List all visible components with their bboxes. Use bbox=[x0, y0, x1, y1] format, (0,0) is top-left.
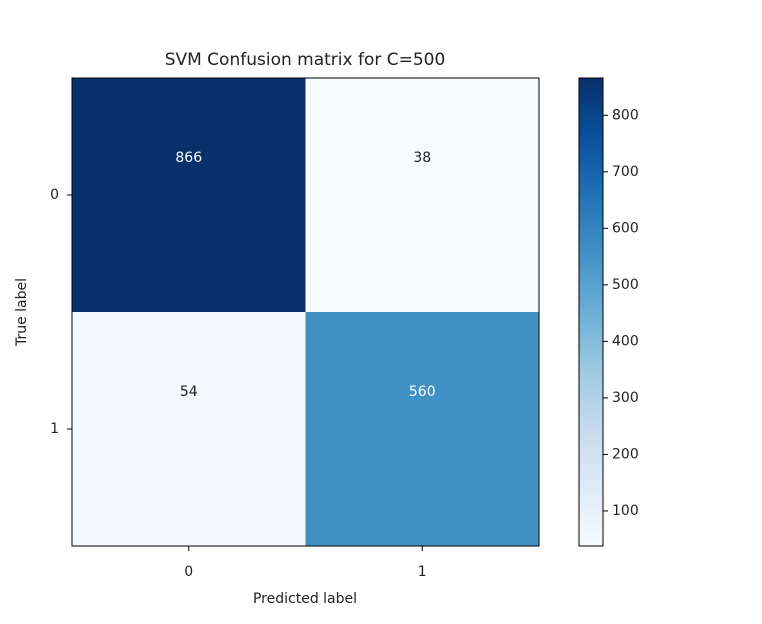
colorbar bbox=[578, 77, 604, 547]
colorbar-tick-label: 100 bbox=[612, 503, 639, 519]
colorbar-tick-label: 400 bbox=[612, 333, 639, 349]
colorbar-tick-label: 800 bbox=[612, 107, 639, 123]
colorbar-tick-label: 200 bbox=[612, 446, 639, 462]
plot-frame bbox=[71, 77, 540, 547]
cell-label: 866 bbox=[175, 150, 202, 166]
colorbar-tick-label: 700 bbox=[612, 164, 639, 180]
cell-label: 54 bbox=[180, 384, 198, 400]
x-tick-label: 1 bbox=[418, 564, 427, 580]
x-tick-label: 0 bbox=[184, 564, 193, 580]
chart-title: SVM Confusion matrix for C=500 bbox=[165, 50, 446, 70]
heatmap-cell bbox=[72, 78, 306, 312]
heatmap-cell bbox=[72, 312, 306, 546]
x-axis-label: Predicted label bbox=[253, 591, 357, 607]
cell-label: 560 bbox=[409, 384, 436, 400]
y-tick-label: 0 bbox=[50, 187, 59, 203]
cell-label: 38 bbox=[413, 150, 431, 166]
colorbar-tick-label: 600 bbox=[612, 220, 639, 236]
colorbar-tick-label: 300 bbox=[612, 390, 639, 406]
colorbar-tick-label: 500 bbox=[612, 277, 639, 293]
y-axis-label: True label bbox=[14, 278, 30, 347]
heatmap-cell bbox=[305, 312, 539, 546]
y-tick-label: 1 bbox=[50, 421, 59, 437]
heatmap-cell bbox=[305, 78, 539, 312]
